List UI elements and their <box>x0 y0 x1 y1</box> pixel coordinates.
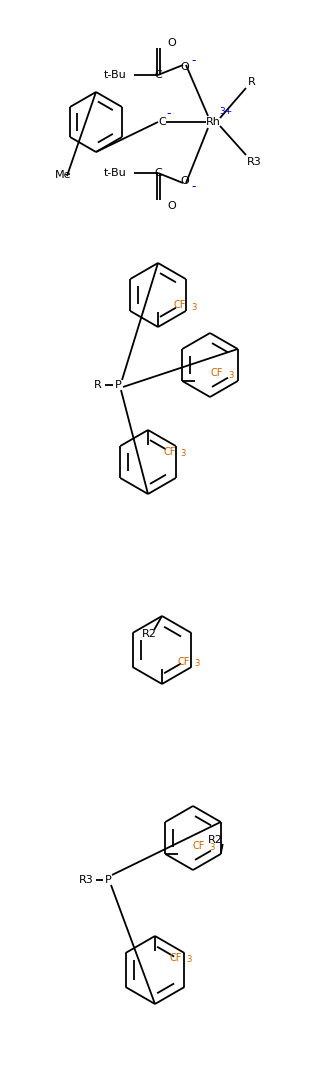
Text: CF: CF <box>177 657 189 667</box>
Text: -: - <box>167 108 171 120</box>
Text: R: R <box>94 380 102 390</box>
Text: CF: CF <box>174 300 186 310</box>
Text: R2: R2 <box>142 629 157 639</box>
Text: O: O <box>180 176 189 186</box>
Text: C: C <box>158 117 166 127</box>
Text: -: - <box>192 180 196 194</box>
Text: t-Bu: t-Bu <box>103 70 126 80</box>
Text: 3: 3 <box>186 955 192 965</box>
Text: O: O <box>168 38 176 48</box>
Text: P: P <box>105 875 112 885</box>
Text: R: R <box>248 77 256 87</box>
Text: 3+: 3+ <box>219 108 232 116</box>
Text: C: C <box>154 70 162 80</box>
Text: Rh: Rh <box>206 117 220 127</box>
Text: 3: 3 <box>180 449 185 459</box>
Text: R2: R2 <box>208 835 223 845</box>
Text: t-Bu: t-Bu <box>103 168 126 178</box>
Text: O: O <box>168 201 176 211</box>
Text: 3: 3 <box>194 659 199 669</box>
Text: 3: 3 <box>228 371 234 379</box>
Text: O: O <box>180 62 189 72</box>
Text: -: - <box>192 54 196 67</box>
Text: Me: Me <box>55 170 72 180</box>
Text: P: P <box>115 380 121 390</box>
Text: R3: R3 <box>79 875 93 885</box>
Text: CF: CF <box>163 447 175 457</box>
Text: 3: 3 <box>209 843 215 852</box>
Text: CF: CF <box>192 841 205 851</box>
Text: 3: 3 <box>191 302 196 311</box>
Text: R3: R3 <box>247 157 261 167</box>
Text: CF: CF <box>169 953 181 963</box>
Text: CF: CF <box>210 368 223 378</box>
Text: C: C <box>154 168 162 178</box>
